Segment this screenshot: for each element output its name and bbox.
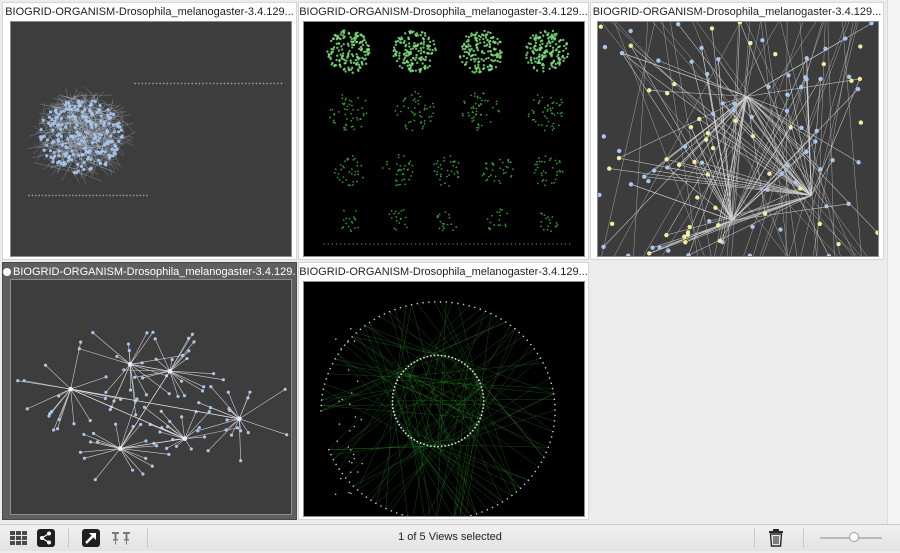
selected-indicator-icon bbox=[3, 268, 11, 276]
view-title: BIOGRID-ORGANISM-Drosophila_melanogaster… bbox=[591, 5, 883, 19]
network-graph-clusters bbox=[304, 22, 584, 256]
toolbar-divider bbox=[68, 528, 69, 548]
bottom-toolbar: 1 of 5 Views selected bbox=[0, 524, 900, 551]
network-view-grid: BIOGRID-ORGANISM-Drosophila_melanogaster… bbox=[0, 0, 900, 524]
view-card-4-selected[interactable]: BIOGRID-ORGANISM-Drosophila_melanogaster… bbox=[2, 262, 297, 520]
view-title: BIOGRID-ORGANISM-Drosophila_melanogaster… bbox=[299, 5, 588, 19]
network-thumbnail[interactable] bbox=[597, 21, 879, 257]
view-title: BIOGRID-ORGANISM-Drosophila_melanogaster… bbox=[3, 265, 296, 279]
network-thumbnail[interactable] bbox=[303, 281, 585, 517]
network-thumbnail[interactable] bbox=[303, 21, 585, 257]
toolbar-divider bbox=[803, 528, 804, 548]
toolbar-divider bbox=[754, 528, 755, 548]
network-graph-tree bbox=[11, 280, 291, 514]
view-card-5[interactable]: BIOGRID-ORGANISM-Drosophila_melanogaster… bbox=[298, 262, 589, 520]
zoom-slider-knob[interactable] bbox=[849, 532, 859, 542]
network-thumbnail[interactable] bbox=[10, 279, 292, 515]
selection-status: 1 of 5 Views selected bbox=[300, 531, 600, 543]
trash-icon[interactable] bbox=[767, 528, 785, 548]
network-thumbnail[interactable] bbox=[10, 21, 292, 257]
share-icon[interactable] bbox=[36, 528, 56, 548]
vertical-scrollbar[interactable] bbox=[887, 0, 900, 524]
view-card-3[interactable]: BIOGRID-ORGANISM-Drosophila_melanogaster… bbox=[590, 2, 884, 260]
detach-view-icon[interactable] bbox=[81, 528, 101, 548]
network-graph-hairball bbox=[11, 22, 291, 256]
view-card-2[interactable]: BIOGRID-ORGANISM-Drosophila_melanogaster… bbox=[298, 2, 589, 260]
grid-view-icon[interactable] bbox=[8, 528, 30, 548]
view-title: BIOGRID-ORGANISM-Drosophila_melanogaster… bbox=[299, 265, 588, 279]
network-graph-web bbox=[598, 22, 878, 256]
network-graph-circle bbox=[304, 282, 584, 516]
view-title: BIOGRID-ORGANISM-Drosophila_melanogaster… bbox=[3, 5, 296, 19]
toolbar-divider bbox=[147, 528, 148, 548]
pin-icon[interactable] bbox=[110, 528, 134, 548]
view-card-1[interactable]: BIOGRID-ORGANISM-Drosophila_melanogaster… bbox=[2, 2, 297, 260]
